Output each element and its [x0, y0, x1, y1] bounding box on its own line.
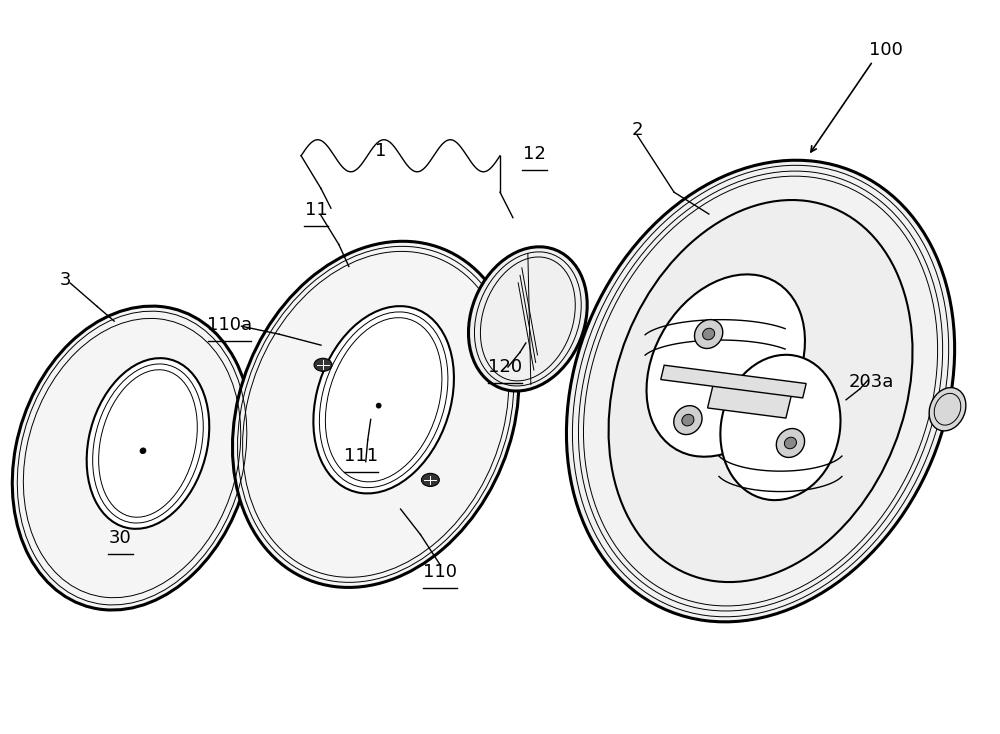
Text: 110: 110 — [423, 564, 457, 581]
Ellipse shape — [232, 241, 519, 587]
Ellipse shape — [647, 275, 805, 457]
Ellipse shape — [703, 328, 715, 340]
Ellipse shape — [776, 429, 805, 457]
Text: 3: 3 — [60, 271, 71, 288]
Text: 12: 12 — [523, 145, 546, 163]
Ellipse shape — [609, 200, 913, 582]
Text: 111: 111 — [344, 447, 378, 465]
Polygon shape — [661, 366, 806, 398]
Text: 203a: 203a — [848, 373, 894, 390]
Ellipse shape — [87, 358, 209, 528]
Ellipse shape — [784, 437, 796, 448]
Ellipse shape — [314, 358, 332, 371]
Ellipse shape — [682, 414, 694, 426]
Text: 30: 30 — [109, 529, 131, 547]
Ellipse shape — [12, 306, 252, 610]
Polygon shape — [708, 376, 794, 418]
Ellipse shape — [140, 448, 146, 454]
Ellipse shape — [313, 306, 454, 493]
Ellipse shape — [468, 247, 587, 391]
Text: 120: 120 — [488, 358, 522, 376]
Ellipse shape — [376, 403, 381, 408]
Text: 1: 1 — [375, 142, 386, 161]
Ellipse shape — [929, 388, 966, 431]
Text: 110a: 110a — [207, 316, 252, 334]
Text: 2: 2 — [631, 121, 643, 139]
Ellipse shape — [694, 319, 723, 349]
Text: 11: 11 — [305, 201, 327, 219]
Text: 100: 100 — [869, 41, 903, 59]
Ellipse shape — [674, 406, 702, 435]
Ellipse shape — [421, 473, 439, 487]
Ellipse shape — [720, 355, 841, 500]
Ellipse shape — [566, 160, 955, 622]
